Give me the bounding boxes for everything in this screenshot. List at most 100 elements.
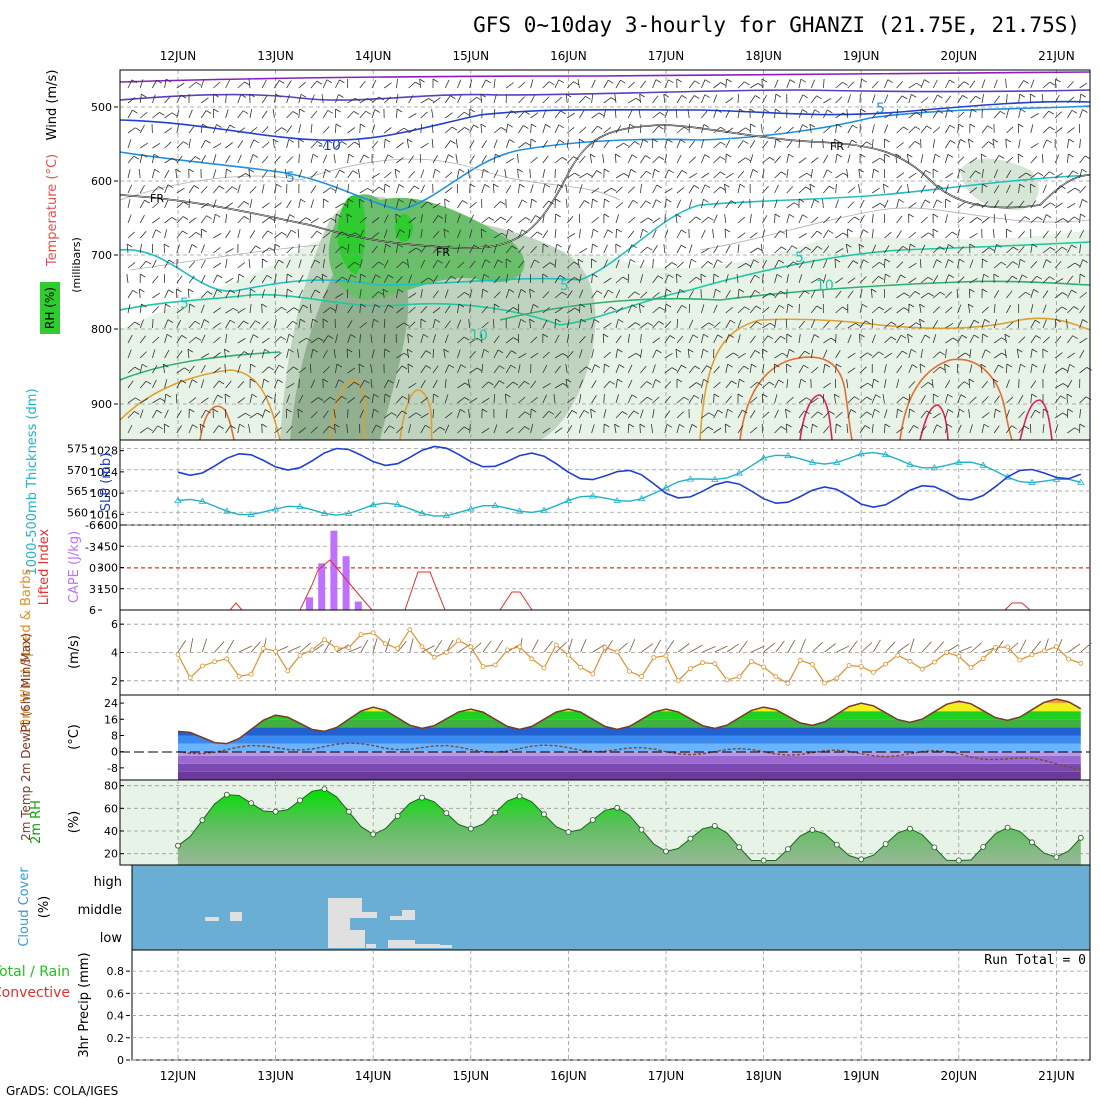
wind-barb-flag xyxy=(561,291,568,296)
wind-barb-flag xyxy=(945,198,951,203)
temp-band xyxy=(178,771,1081,780)
wind-barb-flag xyxy=(1000,261,1007,266)
wind10-marker xyxy=(1041,648,1047,654)
wind-barb xyxy=(126,243,129,254)
wind-barb-flag xyxy=(960,394,967,398)
wind-barb xyxy=(847,290,854,299)
wind-barb-flag xyxy=(596,170,602,174)
wind-barb xyxy=(810,424,813,434)
wind-barb xyxy=(713,381,721,389)
wind-barb-flag xyxy=(781,352,788,357)
wind-barb-flag xyxy=(717,334,723,339)
rh2m-marker xyxy=(345,808,352,815)
wind-barb xyxy=(640,80,647,89)
wind-barb xyxy=(396,322,405,329)
wind-barb-flag xyxy=(1042,348,1049,353)
wind-barb xyxy=(1030,124,1034,134)
wind10-barb xyxy=(897,643,910,653)
wind-barb xyxy=(359,289,362,299)
wind-barb xyxy=(138,169,141,179)
wind-barb-flag xyxy=(415,247,422,252)
wind-barb-flag xyxy=(398,198,404,203)
wind-barb xyxy=(652,349,657,359)
wind-barb-flag xyxy=(531,123,537,128)
wind-barb xyxy=(481,321,489,329)
date-tick-top: 19JUN xyxy=(843,49,880,63)
wind-barb xyxy=(1079,94,1082,104)
date-tick-top: 15JUN xyxy=(453,49,490,63)
wind-barb xyxy=(518,353,527,359)
wind-barb xyxy=(408,424,412,434)
wind-barb-flag xyxy=(255,245,261,250)
wind-barb-flag xyxy=(126,243,133,248)
wind-barb xyxy=(785,318,788,329)
wind-barb-flag xyxy=(739,378,745,383)
wind-barb xyxy=(993,395,1000,404)
wind-barb-flag xyxy=(573,156,579,160)
wind-barb xyxy=(896,307,905,314)
wind-barb-flag xyxy=(375,424,382,429)
wind10-barb xyxy=(885,641,896,653)
wind-barb-flag xyxy=(548,410,555,415)
rh2m-marker xyxy=(1029,839,1035,846)
wind-barb-flag xyxy=(865,320,871,325)
wind-barb xyxy=(847,409,852,419)
wind-barb xyxy=(676,289,681,299)
wind-barb xyxy=(969,259,974,269)
wind-barb xyxy=(615,411,623,419)
wind-barb xyxy=(579,200,585,209)
wind-barb xyxy=(420,229,423,239)
rh2m-marker xyxy=(541,811,547,818)
wind-barb xyxy=(237,289,241,299)
wind-barb-flag xyxy=(1021,274,1028,279)
rh2m-marker xyxy=(858,856,865,863)
wind-barb-flag xyxy=(555,318,561,323)
wind-barb-flag xyxy=(347,198,354,203)
wind-barb xyxy=(737,200,744,209)
wind-barb xyxy=(969,217,978,224)
wind10-barbs xyxy=(177,638,1092,653)
wind-barb-flag xyxy=(134,321,140,326)
wind-barb xyxy=(383,154,389,164)
wind-barb xyxy=(298,319,301,329)
wind-barb xyxy=(444,244,450,254)
wind-barb-flag xyxy=(691,258,697,263)
wind-barb xyxy=(591,319,595,329)
wind-barb xyxy=(408,306,416,314)
wind-barb-flag xyxy=(902,245,908,250)
wind10-barb xyxy=(921,641,932,653)
wind-barb-flag xyxy=(1082,319,1088,323)
wind-barb xyxy=(274,156,281,164)
wind10-barb xyxy=(787,639,796,653)
wind-barb xyxy=(664,169,669,179)
wind-barb-flag xyxy=(903,126,909,131)
wind-barb xyxy=(322,187,331,194)
wind-barb xyxy=(469,289,473,299)
wind-barb xyxy=(835,81,843,89)
wind-barb xyxy=(798,334,801,344)
wind-barb xyxy=(615,364,620,374)
wind-barb xyxy=(725,78,727,89)
wind-barb xyxy=(554,229,557,239)
wind-barb xyxy=(713,334,718,344)
wind10-barb xyxy=(1019,639,1027,653)
wind-barb xyxy=(164,303,166,314)
wind-barb xyxy=(737,334,741,344)
wind-barb xyxy=(274,213,276,224)
wind-barb xyxy=(188,336,197,344)
wind-barb-flag xyxy=(788,213,795,218)
wind-barb xyxy=(749,83,759,89)
wind-barb xyxy=(737,425,744,434)
wind-barb xyxy=(274,80,280,89)
wind-barb xyxy=(408,199,412,209)
wind-barb-flag xyxy=(752,169,759,173)
wind-barb xyxy=(542,306,551,314)
wind-barb xyxy=(823,216,831,224)
wind-barb xyxy=(322,244,326,254)
wind-barb xyxy=(932,366,941,374)
wind-barb-flag xyxy=(497,259,504,264)
wind-barb xyxy=(370,334,373,344)
wind-barb xyxy=(554,353,563,359)
wind-barb xyxy=(565,379,568,389)
wind-barb xyxy=(884,79,889,89)
